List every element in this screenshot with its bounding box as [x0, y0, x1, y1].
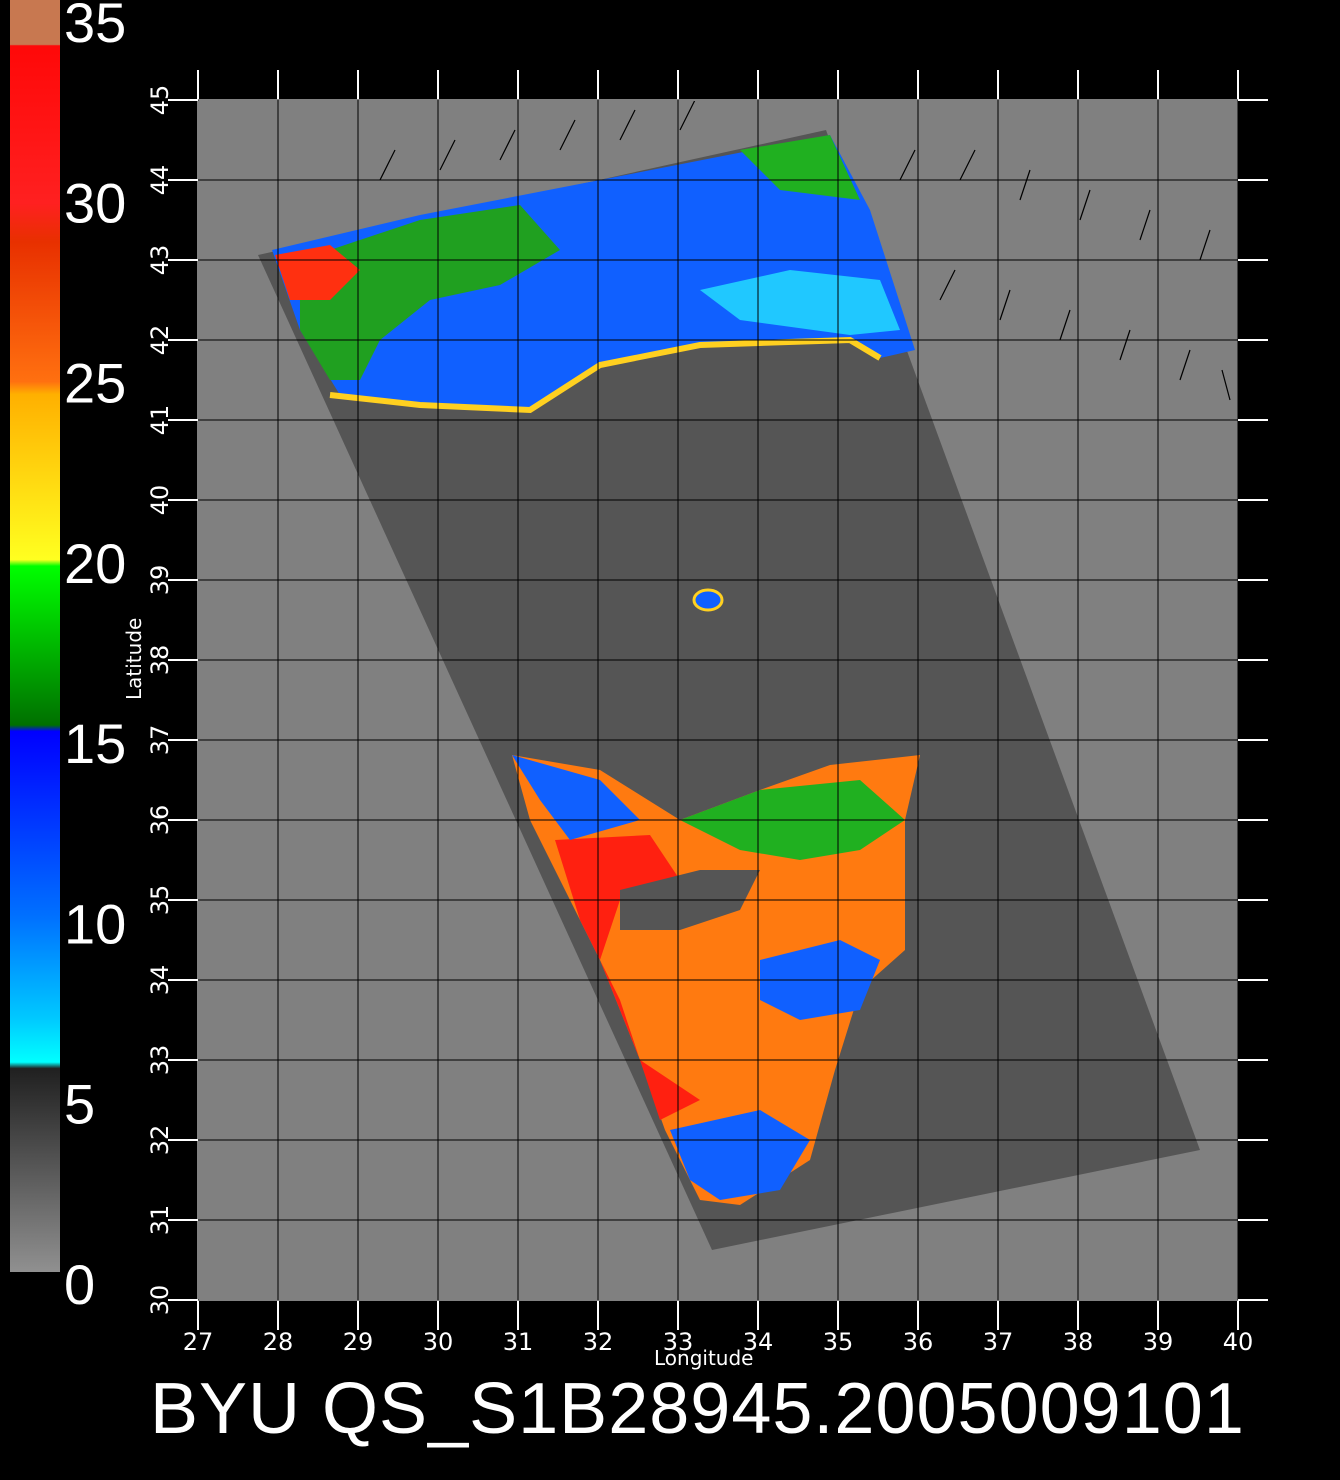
- lat-tick-label: 42: [146, 325, 174, 356]
- y-axis-label: Latitude: [122, 617, 146, 700]
- lon-tick-label: 35: [823, 1328, 854, 1356]
- lat-tick-label: 40: [146, 485, 174, 516]
- lon-tick-label: 31: [503, 1328, 534, 1356]
- lat-tick-label: 38: [146, 645, 174, 676]
- black-sea-red: [275, 245, 360, 300]
- lon-tick-label: 30: [423, 1328, 454, 1356]
- wind-barbs: [379, 100, 1231, 401]
- lat-tick-label: 35: [146, 885, 174, 916]
- island-patch: [692, 588, 724, 612]
- lon-tick-label: 34: [743, 1328, 774, 1356]
- colorbar-label: 35: [64, 0, 126, 54]
- mediterranean-blue-west: [512, 755, 640, 840]
- colorbar: [10, 0, 60, 1272]
- lon-tick-label: 32: [583, 1328, 614, 1356]
- lon-tick-label: 38: [1063, 1328, 1094, 1356]
- colorbar-label: 5: [64, 1073, 95, 1136]
- lat-tick-label: 41: [146, 405, 174, 436]
- latitude-tick-labels: 30 31 32 33 34 35 36 37 38 39 40 41 42 43 44 45: [146, 85, 174, 1316]
- lat-tick-label: 45: [146, 85, 174, 116]
- lon-tick-label: 37: [983, 1328, 1014, 1356]
- colorbar-label: 15: [64, 712, 126, 775]
- colorbar-labels: 35 30 25 20 15 10 5 0: [64, 0, 126, 1316]
- colorbar-label: 0: [64, 1253, 95, 1316]
- lon-tick-label: 33: [663, 1328, 694, 1356]
- lat-tick-label: 32: [146, 1125, 174, 1156]
- lat-tick-label: 30: [146, 1285, 174, 1316]
- lon-tick-label: 40: [1223, 1328, 1254, 1356]
- colorbar-label: 20: [64, 532, 126, 595]
- black-sea-green-top: [740, 135, 860, 200]
- lat-tick-label: 39: [146, 565, 174, 596]
- colorbar-label: 30: [64, 171, 126, 234]
- colorbar-label: 25: [64, 352, 126, 415]
- lat-tick-label: 31: [146, 1205, 174, 1236]
- footer-title: BYU QS_S1B28945.2005009101: [150, 1369, 1245, 1449]
- lat-tick-label: 43: [146, 245, 174, 276]
- black-sea-green: [300, 205, 560, 380]
- lon-tick-label: 39: [1143, 1328, 1174, 1356]
- lon-tick-label: 27: [183, 1328, 214, 1356]
- lon-tick-label: 29: [343, 1328, 374, 1356]
- longitude-tick-labels: 27 28 29 30 31 32 33 34 35 36 37 38 39 40: [183, 1328, 1254, 1356]
- black-sea-cyan: [700, 270, 900, 335]
- mediterranean-blue-south: [670, 1110, 810, 1200]
- colorbar-label: 10: [64, 892, 126, 955]
- lat-tick-label: 33: [146, 1045, 174, 1076]
- lat-tick-label: 44: [146, 165, 174, 196]
- mediterranean-red: [555, 835, 700, 1120]
- x-axis-label: Longitude: [654, 1346, 754, 1370]
- map-grid: [168, 70, 1268, 1330]
- lon-tick-label: 28: [263, 1328, 294, 1356]
- lat-tick-label: 37: [146, 725, 174, 756]
- lat-tick-label: 34: [146, 965, 174, 996]
- lat-tick-label: 36: [146, 805, 174, 836]
- lon-tick-label: 36: [903, 1328, 934, 1356]
